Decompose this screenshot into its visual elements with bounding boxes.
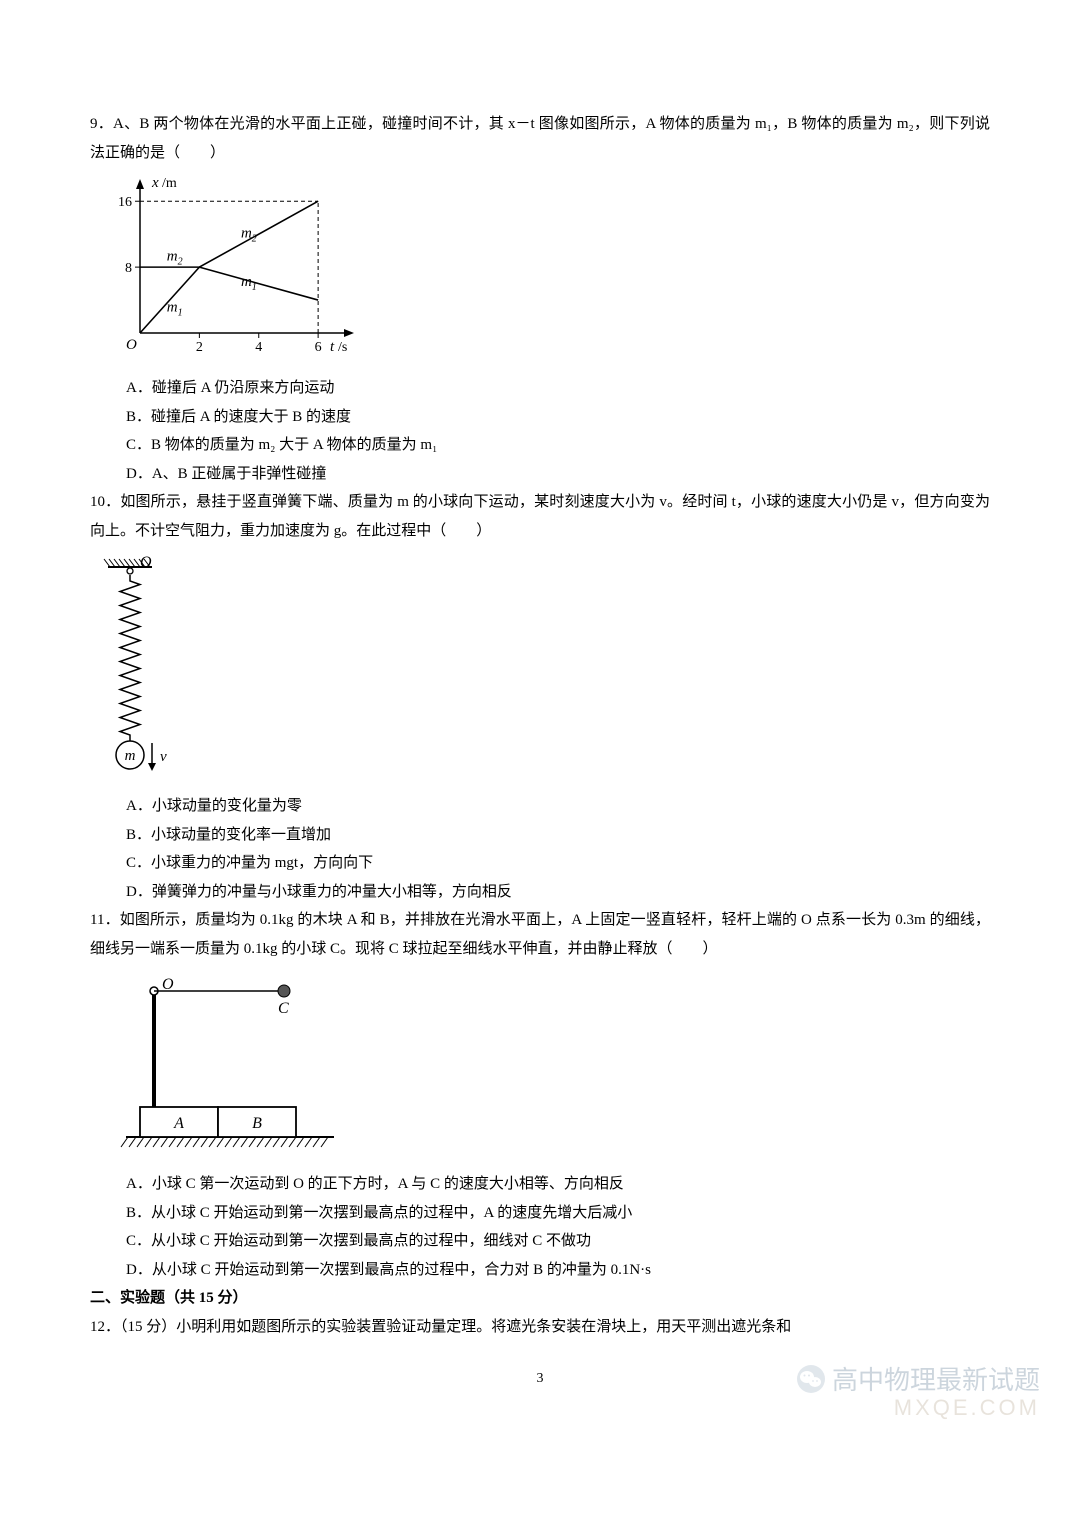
svg-text:16: 16 <box>118 195 132 210</box>
svg-text:2: 2 <box>196 340 203 355</box>
svg-text:m2: m2 <box>241 225 257 244</box>
q10-opt-d: D．弹簧弹力的冲量与小球重力的冲量大小相等，方向相反 <box>126 878 990 907</box>
section2-heading: 二、实验题（共 15 分） <box>90 1284 990 1313</box>
q11-opt-a: A．小球 C 第一次运动到 O 的正下方时，A 与 C 的速度大小相等、方向相反 <box>126 1170 990 1199</box>
q9-opt-b: B．碰撞后 A 的速度大于 B 的速度 <box>126 403 990 432</box>
watermark-text: 高中物理最新试题 <box>832 1360 1040 1397</box>
svg-text:4: 4 <box>255 340 262 355</box>
q11-stem: 11．如图所示，质量均为 0.1kg 的木块 A 和 B，并排放在光滑水平面上，… <box>90 906 990 963</box>
svg-text:C: C <box>278 1000 289 1017</box>
svg-text:8: 8 <box>125 261 132 276</box>
q9-options: A．碰撞后 A 仍沿原来方向运动 B．碰撞后 A 的速度大于 B 的速度 C．B… <box>126 374 990 488</box>
watermark: 高中物理最新试题 <box>796 1360 1040 1397</box>
q11-opt-c: C．从小球 C 开始运动到第一次摆到最高点的过程中，细线对 C 不做功 <box>126 1227 990 1256</box>
svg-text:O: O <box>140 554 152 571</box>
svg-text:t: t <box>330 339 335 355</box>
svg-text:m2: m2 <box>167 249 183 268</box>
svg-text:O: O <box>126 337 137 353</box>
q9-stem: 9．A、B 两个物体在光滑的水平面上正碰，碰撞时间不计，其 x－t 图像如图所示… <box>90 110 990 167</box>
q10-options: A．小球动量的变化量为零 B．小球动量的变化率一直增加 C．小球重力的冲量为 m… <box>126 792 990 906</box>
q11-opt-d: D．从小球 C 开始运动到第一次摆到最高点的过程中，合力对 B 的冲量为 0.1… <box>126 1256 990 1285</box>
svg-text:B: B <box>252 1115 262 1132</box>
watermark-2: MXQE.COM <box>894 1395 1040 1421</box>
q11-figure: ABOC <box>120 969 990 1164</box>
svg-text:6: 6 <box>315 340 322 355</box>
q10-opt-b: B．小球动量的变化率一直增加 <box>126 821 990 850</box>
svg-text:x: x <box>151 175 159 191</box>
svg-text:A: A <box>173 1115 184 1132</box>
svg-text:v: v <box>160 749 167 765</box>
wechat-icon <box>796 1364 826 1394</box>
svg-text:m1: m1 <box>167 300 183 319</box>
q11-options: A．小球 C 第一次运动到 O 的正下方时，A 与 C 的速度大小相等、方向相反… <box>126 1170 990 1284</box>
q9-opt-d: D．A、B 正碰属于非弹性碰撞 <box>126 460 990 489</box>
q10-opt-a: A．小球动量的变化量为零 <box>126 792 990 821</box>
svg-text:m: m <box>125 748 136 764</box>
q11-opt-b: B．从小球 C 开始运动到第一次摆到最高点的过程中，A 的速度先增大后减小 <box>126 1199 990 1228</box>
svg-text:/m: /m <box>162 176 177 191</box>
q10-stem: 10．如图所示，悬挂于竖直弹簧下端、质量为 m 的小球向下运动，某时刻速度大小为… <box>90 488 990 545</box>
q9-graph: 2 4 6 8 16 m1 m1 m2 m2 x/m t/s O <box>100 173 990 368</box>
q9-opt-a: A．碰撞后 A 仍沿原来方向运动 <box>126 374 990 403</box>
q9-opt-c: C．B 物体的质量为 m₂ 大于 A 物体的质量为 m₁ <box>126 431 990 460</box>
q10-opt-c: C．小球重力的冲量为 mgt，方向向下 <box>126 849 990 878</box>
svg-text:/s: /s <box>338 340 347 355</box>
svg-text:m1: m1 <box>241 274 257 293</box>
q10-figure: Om v <box>100 551 990 786</box>
q12-stem: 12．（15 分）小明利用如题图所示的实验装置验证动量定理。将遮光条安装在滑块上… <box>90 1313 990 1342</box>
